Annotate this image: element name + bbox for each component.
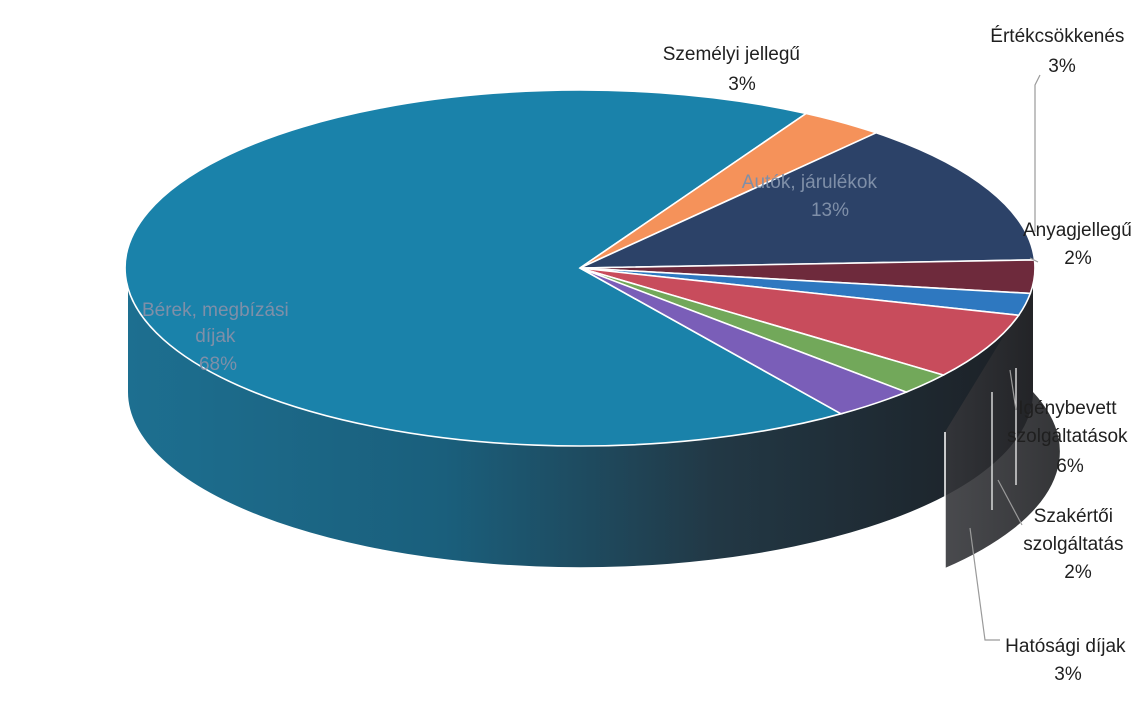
label-anyagjellegu: Anyagjellegű 2%	[1023, 220, 1137, 269]
label-hatosagi: Hatósági díjak 3%	[1005, 636, 1131, 685]
leader-lines	[969, 74, 1041, 641]
label-szakertoi: Szakértői szolgáltatás 2%	[1023, 506, 1129, 583]
pie-slice-2	[579, 131, 1036, 269]
label-ertekcsokkenes: Értékcsökkenés 3%	[990, 26, 1129, 77]
pie-side-wall	[128, 268, 1060, 568]
label-autok: Autók, járulékok 13%	[742, 172, 882, 221]
pie-slice-0	[124, 89, 844, 447]
pie-slice-7	[579, 267, 909, 415]
label-igenybevett: Igénybevett szolgáltatások 6%	[1007, 398, 1133, 477]
pie-slice-5	[579, 267, 1021, 376]
label-szemelyi: Személyi jellegű 3%	[663, 44, 806, 95]
label-berek: Bérek, megbízási díjak 68%	[142, 300, 294, 375]
